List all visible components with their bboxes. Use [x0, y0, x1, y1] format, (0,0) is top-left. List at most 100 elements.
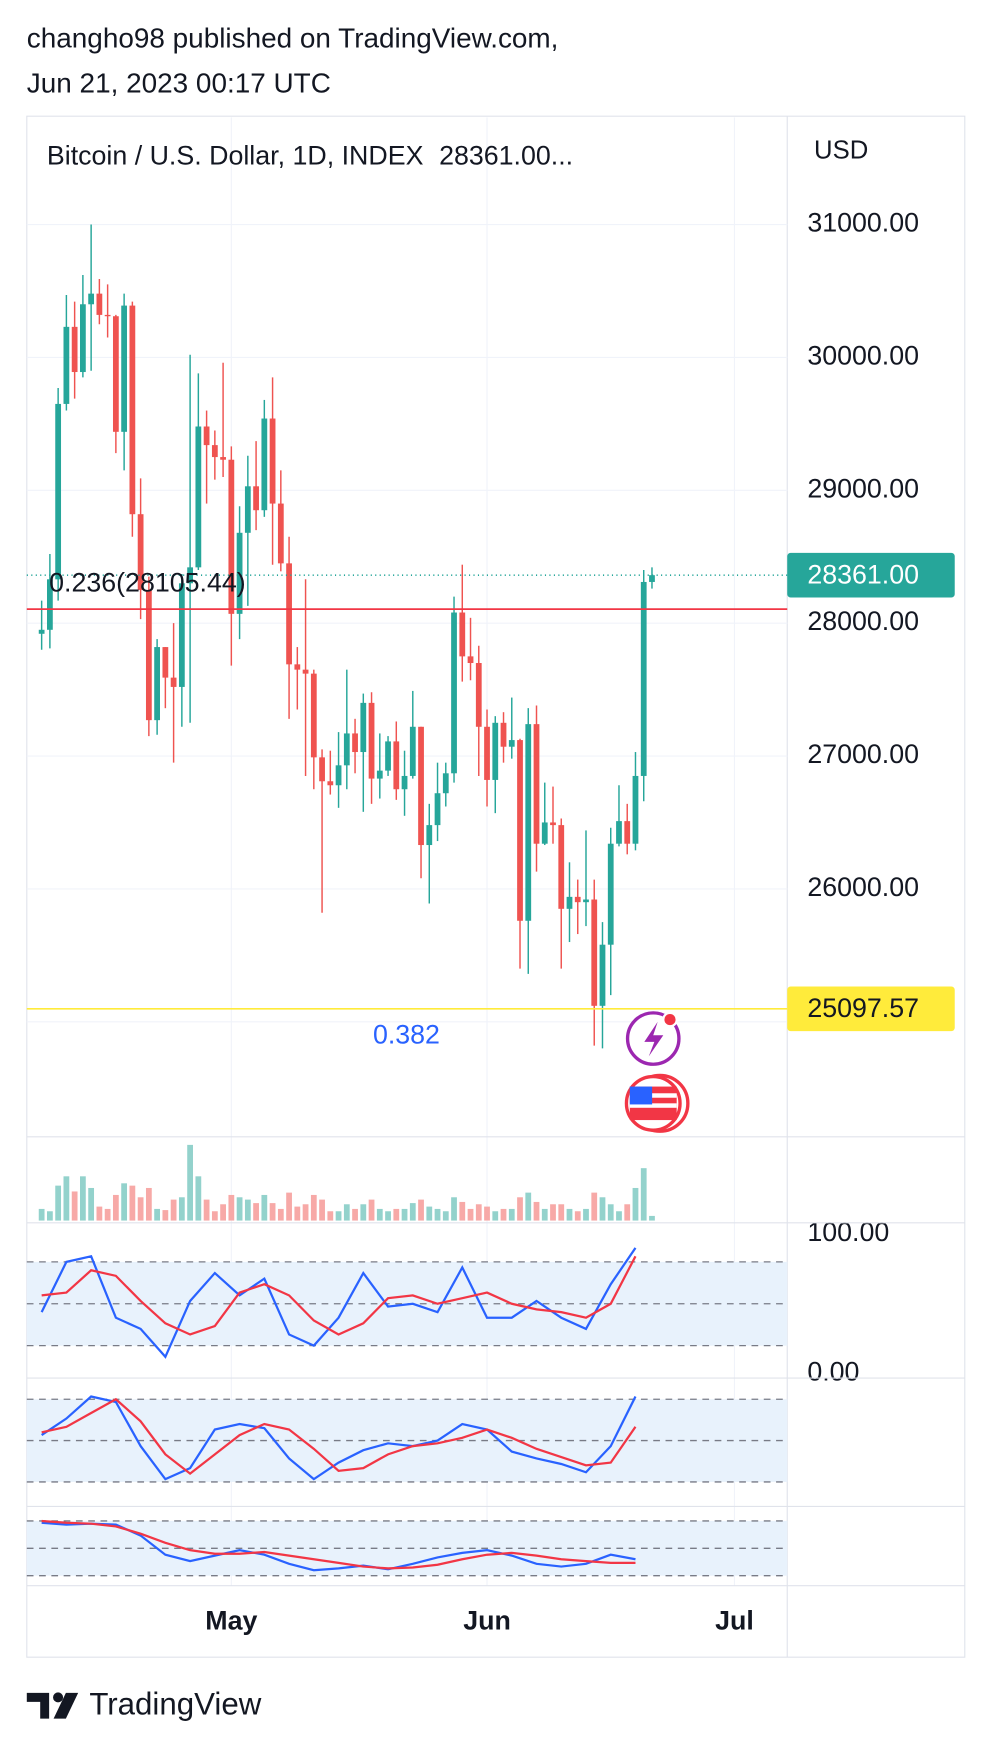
- volume-bar: [335, 1211, 342, 1221]
- volume-bar: [451, 1197, 457, 1221]
- candle-body: [624, 821, 631, 844]
- flag-stripe: [629, 1093, 677, 1098]
- price-label-box: [787, 552, 955, 598]
- candle-body: [319, 757, 325, 782]
- volume-bar: [442, 1211, 449, 1221]
- volume-bar: [261, 1194, 268, 1221]
- x-tick-label: Jun: [463, 1606, 511, 1636]
- candle-body: [434, 793, 441, 826]
- level-label: 0.236(28105.44): [49, 568, 246, 598]
- volume-bar: [541, 1208, 548, 1221]
- volume-bar: [302, 1204, 309, 1221]
- candle-body: [418, 726, 424, 846]
- x-tick-label: Jul: [715, 1606, 754, 1636]
- candle-body: [517, 740, 523, 921]
- candle-body: [550, 822, 556, 826]
- economic-icon[interactable]: [624, 1073, 690, 1133]
- x-tick-label: May: [205, 1606, 257, 1636]
- volume-bar: [228, 1194, 235, 1221]
- volume-bar: [393, 1208, 400, 1221]
- volume-bar: [376, 1208, 383, 1221]
- candle-body: [277, 503, 284, 564]
- volume-bar: [525, 1192, 532, 1221]
- volume-bar: [195, 1176, 202, 1221]
- candle-body: [393, 741, 400, 790]
- volume-bar: [63, 1176, 70, 1221]
- candle-body: [253, 486, 259, 511]
- last-price-label: 28361.00: [807, 559, 919, 589]
- candle-body: [261, 418, 268, 511]
- candle-body: [104, 314, 111, 317]
- oscillator-line: [41, 1521, 636, 1572]
- volume-bar: [649, 1215, 655, 1221]
- candle-body: [599, 944, 606, 1006]
- candle-body: [343, 733, 350, 766]
- volume-bar: [145, 1187, 152, 1221]
- volume-bar: [599, 1197, 606, 1221]
- volume-bar: [79, 1176, 86, 1221]
- candle-body: [310, 673, 317, 758]
- logo-part: [26, 1692, 50, 1719]
- volume-bar: [640, 1168, 647, 1221]
- candle-body: [145, 589, 152, 721]
- candle-body: [451, 612, 457, 774]
- candle-body: [467, 656, 474, 664]
- volume-bar: [583, 1208, 589, 1221]
- volume-bar: [385, 1211, 391, 1221]
- volume-bar: [607, 1204, 614, 1221]
- header-date: Jun 21, 2023 00:17 UTC: [27, 67, 331, 98]
- volume-bar: [327, 1211, 334, 1221]
- candle-body: [525, 724, 532, 921]
- candle-body: [178, 583, 185, 687]
- candle-body: [79, 304, 86, 373]
- oscillator-line: [41, 1397, 637, 1476]
- volume-bar: [96, 1206, 103, 1221]
- volume-bar: [88, 1187, 95, 1221]
- price-label-box: [787, 986, 955, 1032]
- event-dot: [662, 1011, 678, 1028]
- candle-body: [616, 821, 622, 844]
- candle-body: [475, 663, 482, 727]
- chart-layer: May Jun Jul Bitcoin / U.S. Dollar, 1D, INDE…: [26, 117, 919, 1636]
- candle-body: [459, 612, 466, 657]
- candle-body: [38, 629, 45, 634]
- volume-bar: [244, 1199, 251, 1221]
- overlay-layer: 0.236(28105.44) 25097.57 28361.00 0.382: [26, 552, 965, 1587]
- volume-bar: [71, 1191, 78, 1221]
- y-tick-label: 31000.00: [807, 208, 919, 238]
- candle-body: [352, 733, 358, 753]
- volume-bar: [294, 1206, 301, 1221]
- volume-bar: [558, 1204, 565, 1221]
- volume-bar: [401, 1208, 408, 1221]
- volume-bar: [418, 1199, 424, 1221]
- candle-body: [88, 293, 95, 305]
- header-price: 28361.00...: [439, 141, 573, 171]
- y-tick-label: 26000.00: [807, 872, 919, 902]
- volume-bar: [319, 1199, 325, 1221]
- volume-bar: [467, 1208, 474, 1221]
- candle-body: [484, 726, 490, 780]
- volume-bar: [624, 1204, 631, 1221]
- brand-name: TradingView: [89, 1687, 261, 1722]
- flag-canton: [629, 1086, 653, 1105]
- y-tick-label: 100.00: [807, 1217, 889, 1247]
- candle-body: [640, 581, 647, 776]
- candle-body: [533, 724, 540, 844]
- event-icon[interactable]: [625, 1011, 681, 1066]
- volume-bar: [236, 1197, 243, 1221]
- candle-body: [541, 822, 548, 844]
- volume-bars: [38, 1144, 655, 1221]
- candle-body: [154, 647, 160, 721]
- candle-body: [649, 575, 655, 582]
- candle-body: [335, 765, 342, 786]
- oscillator-line: [41, 1519, 636, 1570]
- candle-body: [327, 781, 334, 786]
- candle-body: [96, 293, 103, 315]
- volume-bar: [368, 1199, 375, 1221]
- oscillator-line: [40, 1247, 637, 1359]
- volume-bar: [112, 1194, 119, 1221]
- candle-body: [442, 773, 449, 794]
- volume-bar: [566, 1208, 573, 1221]
- volume-bar: [137, 1197, 144, 1221]
- volume-bar: [616, 1211, 622, 1221]
